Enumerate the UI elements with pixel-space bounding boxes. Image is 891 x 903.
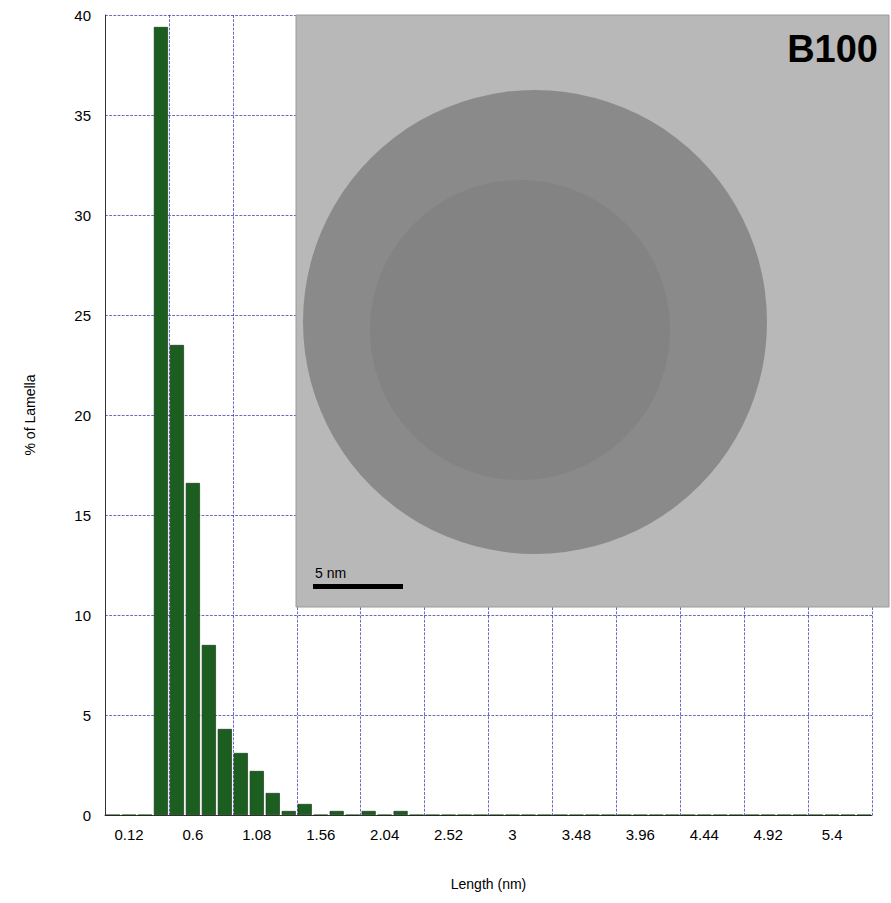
svg-text:3.96: 3.96 [626,826,655,843]
svg-text:3.48: 3.48 [562,826,591,843]
svg-text:35: 35 [74,107,91,124]
svg-text:2.04: 2.04 [370,826,399,843]
svg-text:4.44: 4.44 [690,826,719,843]
svg-text:0: 0 [83,807,91,824]
svg-text:0.6: 0.6 [182,826,203,843]
svg-text:40: 40 [74,7,91,24]
svg-text:5: 5 [83,707,91,724]
svg-text:10: 10 [74,607,91,624]
svg-text:% of Lamella: % of Lamella [22,374,38,455]
svg-text:25: 25 [74,307,91,324]
svg-text:0.12: 0.12 [114,826,143,843]
svg-text:30: 30 [74,207,91,224]
svg-text:B100: B100 [787,28,878,70]
svg-text:1.08: 1.08 [242,826,271,843]
svg-text:4.92: 4.92 [754,826,783,843]
svg-text:5 nm: 5 nm [315,565,346,581]
svg-text:3: 3 [508,826,516,843]
svg-text:5.4: 5.4 [822,826,843,843]
svg-text:1.56: 1.56 [306,826,335,843]
svg-text:Length (nm): Length (nm) [451,876,526,892]
svg-text:15: 15 [74,507,91,524]
svg-text:20: 20 [74,407,91,424]
svg-text:2.52: 2.52 [434,826,463,843]
